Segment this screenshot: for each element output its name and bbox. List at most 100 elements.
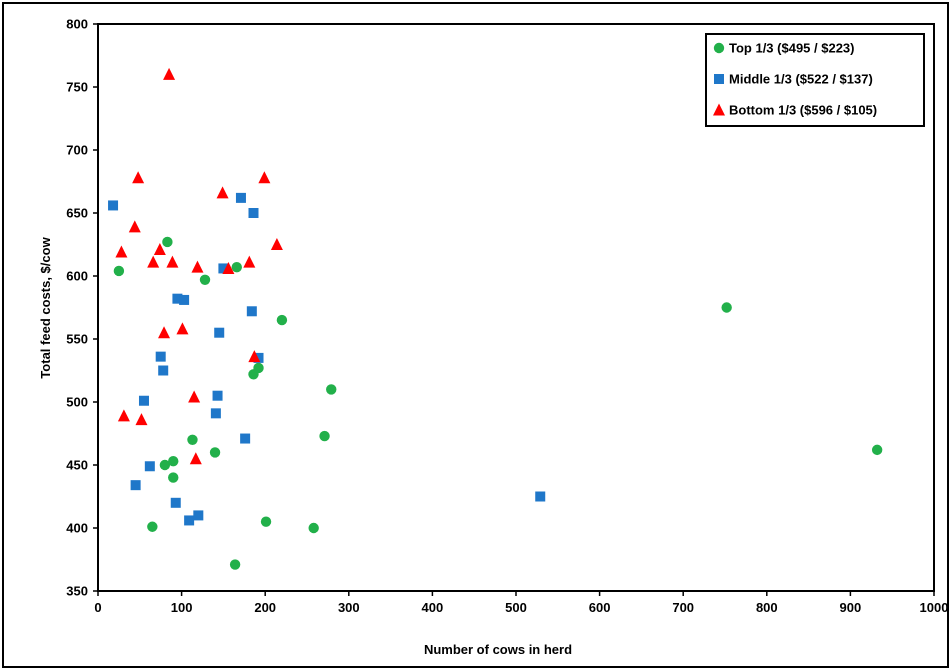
data-point (163, 67, 176, 80)
data-point (189, 452, 202, 465)
y-tick-label: 600 (66, 269, 88, 284)
y-tick-label: 350 (66, 584, 88, 599)
x-tick-label: 200 (254, 600, 276, 615)
series-square (108, 192, 546, 526)
series-triangle (115, 67, 283, 465)
series-circle (113, 236, 883, 570)
data-point (218, 263, 229, 274)
x-axis-title: Number of cows in herd (424, 642, 572, 657)
x-axis-ticks (97, 591, 935, 596)
data-point (193, 510, 204, 521)
data-point (179, 294, 190, 305)
data-point (176, 322, 189, 335)
data-point (258, 171, 271, 184)
data-point (155, 351, 166, 362)
data-point (162, 236, 173, 248)
data-point (248, 208, 259, 218)
y-axis-tick-labels: 350 400 450 500 550 600 650 700 750 800 (66, 17, 88, 599)
data-point (326, 384, 337, 395)
data-point (159, 459, 171, 471)
legend-label: Bottom 1/3 ($596 / $105) (729, 103, 877, 118)
legend-label: Top 1/3 ($495 / $223) (729, 41, 855, 56)
data-point (191, 260, 204, 273)
data-point (132, 171, 145, 184)
data-point (153, 243, 166, 256)
data-point (168, 456, 179, 467)
data-point (168, 472, 179, 483)
data-point (209, 447, 221, 458)
data-point (319, 430, 330, 442)
data-point (222, 261, 235, 274)
data-point (231, 261, 242, 273)
data-point (108, 200, 119, 211)
data-point (135, 413, 148, 426)
legend-items: Top 1/3 ($495 / $223) Middle 1/3 ($522 / … (713, 41, 877, 118)
data-point (721, 302, 732, 313)
data-point (871, 444, 883, 456)
data-point (229, 559, 241, 570)
data-point (270, 238, 283, 250)
data-point (199, 274, 211, 285)
data-point (260, 516, 272, 527)
legend-box (705, 33, 925, 127)
y-tick-label: 550 (66, 332, 88, 347)
data-point (210, 408, 221, 419)
data-point (147, 521, 158, 532)
y-axis-title: Total feed costs, $/cow (38, 236, 53, 378)
data-point (138, 395, 149, 406)
y-tick-label: 650 (66, 206, 88, 221)
data-point (212, 390, 223, 401)
y-axis-ticks (93, 23, 98, 592)
y-tick-label: 400 (66, 521, 88, 536)
data-point (130, 480, 141, 491)
data-point (113, 265, 125, 277)
data-point (246, 306, 257, 317)
data-point (170, 497, 181, 508)
data-point (535, 491, 546, 502)
data-point (184, 515, 195, 526)
data-point (276, 314, 288, 326)
y-tick-label: 500 (66, 395, 88, 410)
y-tick-label: 750 (66, 80, 88, 95)
x-tick-label: 0 (94, 600, 101, 615)
data-point (216, 186, 229, 199)
y-tick-label: 800 (66, 17, 88, 32)
data-point (214, 327, 225, 338)
data-point (147, 255, 160, 268)
y-tick-label: 700 (66, 143, 88, 158)
x-tick-label: 300 (338, 600, 360, 615)
data-point (117, 409, 130, 422)
x-tick-label: 1000 (920, 600, 949, 615)
legend-label: Middle 1/3 ($522 / $137) (729, 72, 873, 87)
data-point (128, 220, 141, 233)
data-point (253, 362, 264, 374)
x-tick-label: 800 (756, 600, 778, 615)
data-point (166, 255, 179, 268)
data-point (243, 255, 256, 268)
data-point (308, 522, 319, 534)
data-point (188, 390, 201, 403)
data-point (144, 461, 155, 472)
data-point (235, 192, 246, 203)
data-point (172, 293, 183, 304)
x-tick-label: 500 (505, 600, 527, 615)
x-tick-label: 900 (840, 600, 862, 615)
legend-marker (713, 42, 725, 54)
x-tick-label: 700 (672, 600, 694, 615)
x-axis-tick-labels: 0 100 200 300 400 500 600 700 800 900 1000 (94, 600, 948, 615)
legend-marker (714, 74, 724, 84)
x-tick-label: 400 (422, 600, 444, 615)
data-point (240, 433, 251, 444)
legend: Top 1/3 ($495 / $223) Middle 1/3 ($522 / … (705, 33, 925, 127)
data-point (248, 350, 261, 363)
data-points (108, 67, 883, 570)
data-point (158, 365, 169, 376)
legend-marker (713, 103, 725, 116)
x-tick-label: 600 (589, 600, 611, 615)
data-point (115, 245, 128, 258)
data-point (253, 352, 264, 363)
x-tick-label: 100 (171, 600, 193, 615)
y-tick-label: 450 (66, 458, 88, 473)
data-point (158, 326, 171, 339)
